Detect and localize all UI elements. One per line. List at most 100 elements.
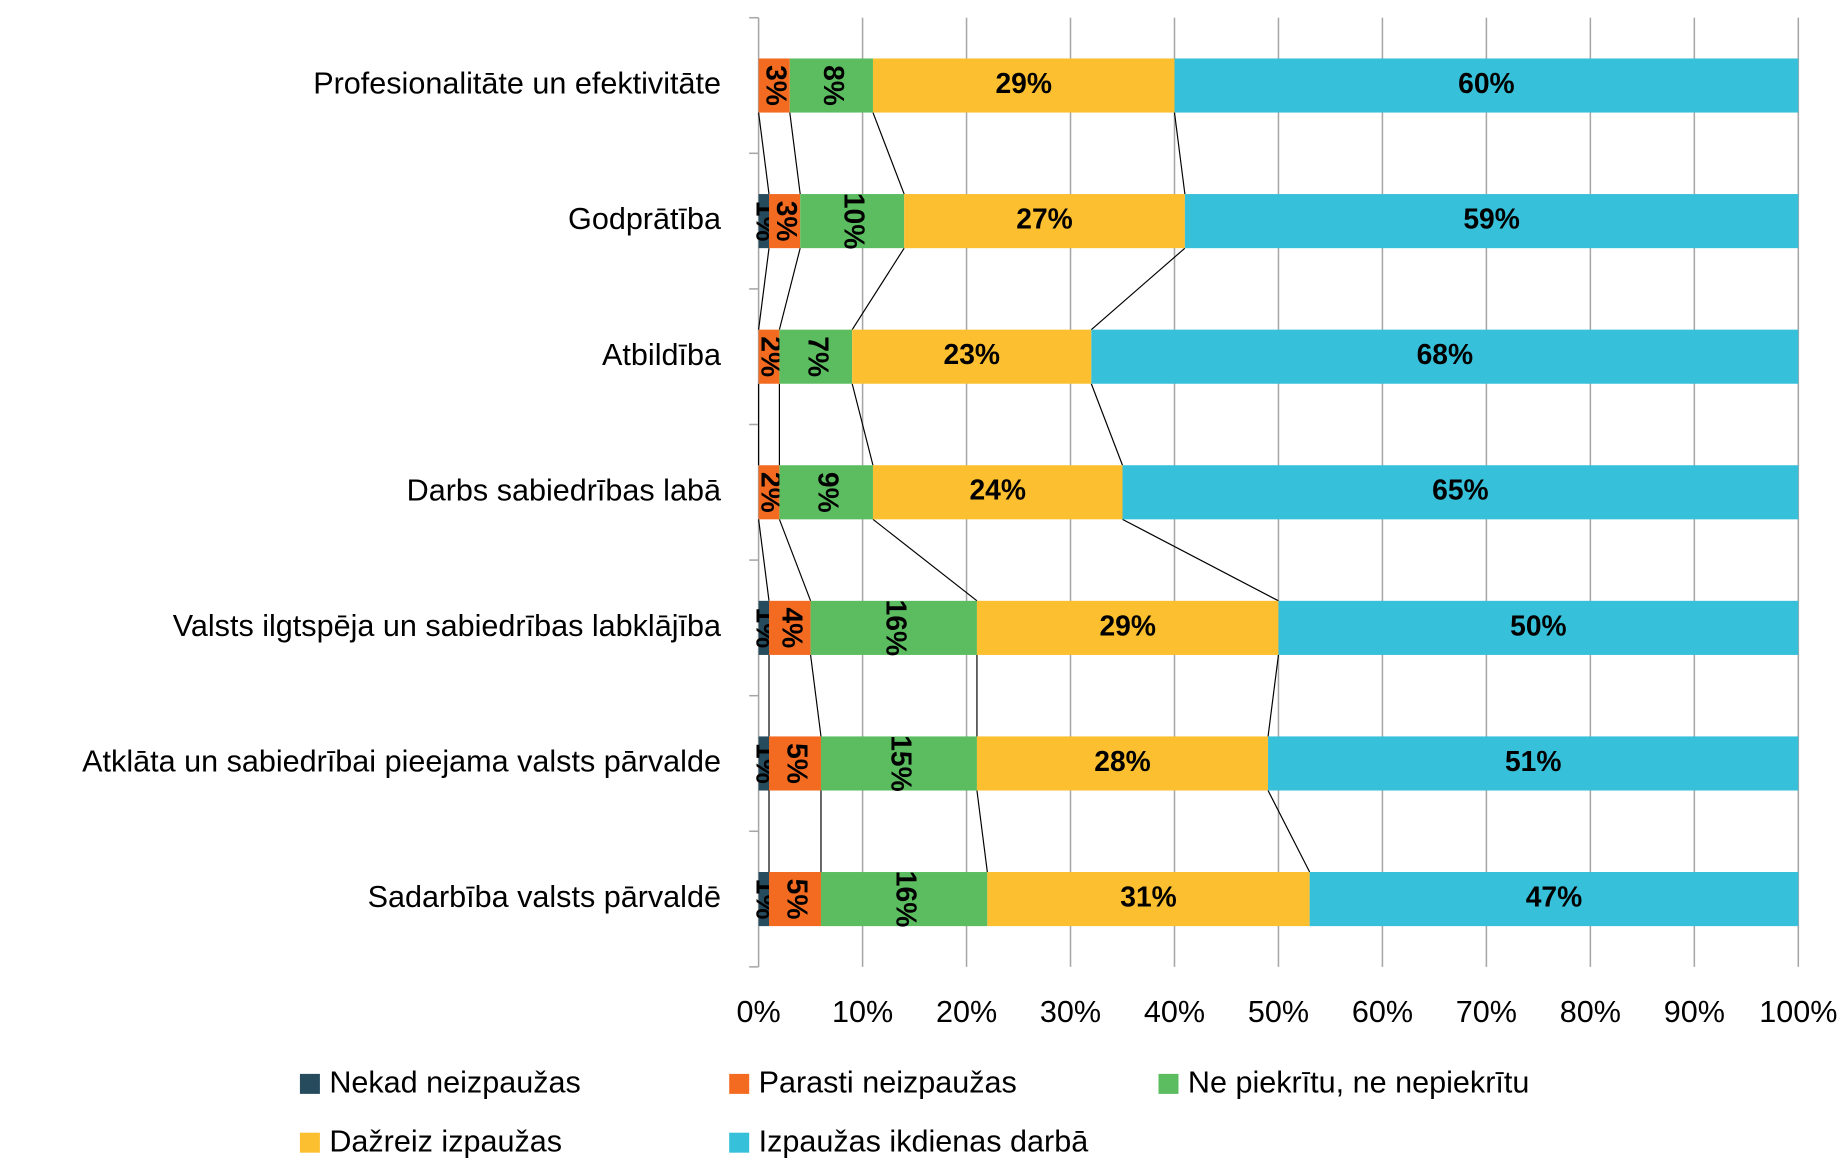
series-line xyxy=(758,248,770,330)
bar-segment xyxy=(820,872,988,927)
category-label: Sadarbība valsts pārvaldē xyxy=(368,880,721,914)
value-label: 9% xyxy=(813,472,845,513)
bar-segment xyxy=(1278,600,1799,655)
bar-segment xyxy=(789,58,873,113)
value-label: 47% xyxy=(1526,881,1582,913)
bar-segment xyxy=(1309,872,1799,927)
series-line xyxy=(1122,518,1279,602)
series-line xyxy=(810,654,822,737)
series-line xyxy=(758,112,770,195)
series-line xyxy=(1267,790,1311,873)
bar-segment xyxy=(758,736,770,791)
series-line xyxy=(1267,654,1280,737)
value-label: 3% xyxy=(771,201,803,242)
bar-segment xyxy=(800,194,905,249)
bar-segment xyxy=(852,329,1092,384)
value-label: 31% xyxy=(1120,881,1176,913)
legend-swatch xyxy=(299,1132,320,1153)
series-line xyxy=(851,247,905,330)
legend-label: Parasti neizpaužas xyxy=(759,1066,1017,1100)
bar-segment xyxy=(758,329,780,384)
x-tick-label: 10% xyxy=(832,995,893,1029)
x-tick-label: 100% xyxy=(1759,995,1837,1029)
bar-segment xyxy=(872,465,1123,520)
bar-segment xyxy=(779,329,853,384)
series-line xyxy=(778,519,812,602)
value-label: 51% xyxy=(1505,745,1561,777)
series-line xyxy=(976,790,988,873)
series-line xyxy=(1173,112,1186,195)
value-label: 28% xyxy=(1094,745,1150,777)
x-tick-label: 0% xyxy=(737,995,781,1029)
category-label: Valsts ilgtspēja un sabiedrības labklājī… xyxy=(173,609,721,643)
value-label: 65% xyxy=(1432,474,1488,506)
bar-segment xyxy=(987,872,1310,927)
bar-segment xyxy=(758,600,770,655)
bar-segment xyxy=(758,465,780,520)
value-label: 59% xyxy=(1463,203,1519,235)
bar-segment xyxy=(779,465,873,520)
series-line xyxy=(1090,383,1124,466)
x-tick-label: 20% xyxy=(936,995,997,1029)
series-line xyxy=(872,518,978,602)
bar-segment xyxy=(1268,736,1799,791)
value-label: 5% xyxy=(782,743,814,784)
bar-segment xyxy=(769,194,801,249)
value-label: 50% xyxy=(1510,609,1566,641)
bar-segment xyxy=(976,736,1269,791)
value-label: 10% xyxy=(839,193,871,249)
x-tick-label: 90% xyxy=(1664,995,1725,1029)
legend-swatch xyxy=(299,1073,320,1094)
value-label: 29% xyxy=(1099,609,1155,641)
value-label: 27% xyxy=(1016,203,1072,235)
bar-segment xyxy=(758,872,770,927)
category-label: Atklāta un sabiedrībai pieejama valsts p… xyxy=(82,745,721,779)
bar-segment xyxy=(769,600,811,655)
legend-swatch xyxy=(729,1073,750,1094)
bar-segment xyxy=(904,194,1185,249)
value-label: 68% xyxy=(1417,338,1473,370)
value-label: 16% xyxy=(891,871,923,927)
series-line xyxy=(758,519,770,601)
category-label: Darbs sabiedrības labā xyxy=(407,473,721,507)
value-label: 29% xyxy=(995,67,1051,99)
bar-segment xyxy=(820,736,977,791)
category-label: Atbildība xyxy=(602,338,721,372)
value-label: 4% xyxy=(776,607,808,648)
value-label: 24% xyxy=(969,474,1025,506)
category-label: Profesionalitāte un efektivitāte xyxy=(313,67,721,101)
bar-segment xyxy=(810,600,977,655)
legend-swatch xyxy=(1158,1073,1179,1094)
series-line xyxy=(1090,247,1186,331)
value-label: 3% xyxy=(761,65,793,106)
value-label: 7% xyxy=(802,336,834,377)
series-line xyxy=(789,112,801,195)
x-tick-label: 60% xyxy=(1352,995,1413,1029)
x-tick-label: 70% xyxy=(1456,995,1517,1029)
value-label: 8% xyxy=(818,65,850,106)
x-tick-label: 80% xyxy=(1560,995,1621,1029)
category-label: Godprātība xyxy=(568,202,721,236)
legend-label: Ne piekrītu, ne nepiekrītu xyxy=(1188,1066,1529,1100)
value-label: 5% xyxy=(782,879,814,920)
bar-segment xyxy=(1122,465,1799,520)
legend-swatch xyxy=(729,1132,750,1153)
bar-segment xyxy=(769,872,821,927)
x-tick-label: 30% xyxy=(1040,995,1101,1029)
bar-segment xyxy=(976,600,1279,655)
legend-label: Nekad neizpaužas xyxy=(329,1066,580,1100)
bar-segment xyxy=(758,194,770,249)
series-line xyxy=(778,248,801,330)
bar-segment xyxy=(1174,58,1799,113)
value-label: 16% xyxy=(880,600,912,656)
bar-segment xyxy=(769,736,821,791)
bar-segment xyxy=(872,58,1175,113)
bar-segment xyxy=(758,58,790,113)
legend-label: Izpaužas ikdienas darbā xyxy=(759,1124,1089,1158)
legend-label: Dažreiz izpaužas xyxy=(329,1124,562,1158)
bar-segment xyxy=(1091,329,1799,384)
bar-segment xyxy=(1184,194,1799,249)
value-label: 60% xyxy=(1458,67,1514,99)
value-label: 23% xyxy=(944,338,1000,370)
